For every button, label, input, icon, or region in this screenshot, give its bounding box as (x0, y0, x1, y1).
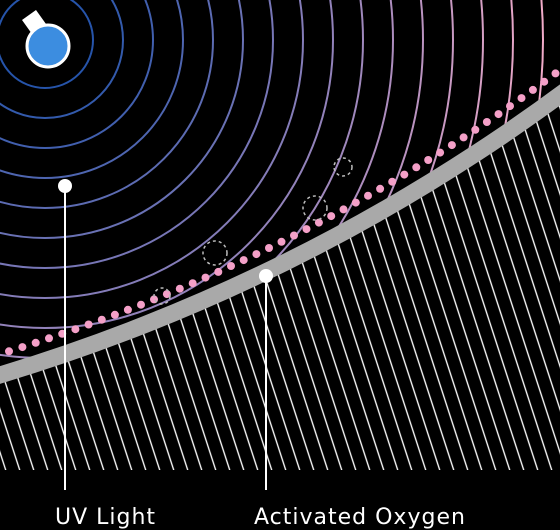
oxygen-dot (494, 110, 503, 119)
oxygen-dot (314, 218, 323, 227)
oxygen-dot (71, 325, 80, 334)
oxygen-dot (252, 250, 261, 259)
oxygen-dot (137, 300, 145, 309)
oxygen-dot (528, 85, 537, 94)
callout-label: UV Light (55, 505, 156, 530)
molecule (202, 240, 228, 266)
callout-dot (58, 179, 72, 193)
oxygen-dot (162, 290, 171, 299)
oxygen-dot (31, 338, 40, 347)
oxygen-dots (5, 69, 560, 356)
oxygen-dot (18, 343, 27, 352)
molecule (302, 195, 328, 221)
oxygen-dot (5, 347, 13, 356)
callout-label: Activated Oxygen (254, 505, 466, 530)
oxygen-dot (540, 77, 549, 86)
oxygen-dot (302, 225, 311, 234)
bulb-icon (22, 10, 71, 69)
oxygen-dot (424, 156, 433, 164)
oxygen-dot (364, 191, 372, 200)
oxygen-dot (84, 320, 93, 329)
oxygen-dot (471, 125, 480, 134)
oxygen-dot (327, 212, 336, 221)
oxygen-dot (239, 256, 248, 265)
oxygen-dot (436, 148, 445, 157)
bulb-glass (25, 23, 71, 69)
oxygen-dot (412, 163, 421, 172)
oxygen-dot (214, 267, 223, 276)
oxygen-dot (517, 94, 526, 103)
oxygen-dot (376, 184, 385, 193)
oxygen-dot (388, 177, 397, 186)
oxygen-dot (447, 141, 456, 150)
oxygen-dot (45, 334, 53, 343)
callout: UV Light (55, 179, 156, 530)
molecule (153, 287, 171, 305)
oxygen-dot (97, 315, 106, 324)
callout: Activated Oxygen (254, 269, 466, 530)
oxygen-dot (351, 198, 360, 207)
oxygen-dot (290, 231, 298, 240)
callout-dot (259, 269, 273, 283)
oxygen-dot (201, 273, 210, 282)
oxygen-dot (175, 284, 184, 293)
oxygen-dot (551, 69, 560, 78)
oxygen-dot (339, 205, 348, 214)
molecules (153, 157, 353, 305)
oxygen-dot (459, 133, 468, 142)
oxygen-dot (400, 170, 409, 179)
oxygen-dot (482, 118, 491, 126)
surface-hatch (0, 0, 560, 470)
oxygen-dot (277, 237, 286, 246)
oxygen-dot (506, 102, 514, 111)
oxygen-dot (123, 305, 132, 314)
oxygen-dot (227, 262, 235, 270)
oxygen-dot (188, 279, 197, 288)
molecule (333, 157, 353, 177)
oxygen-dot (110, 310, 119, 319)
oxygen-dot (265, 244, 273, 252)
